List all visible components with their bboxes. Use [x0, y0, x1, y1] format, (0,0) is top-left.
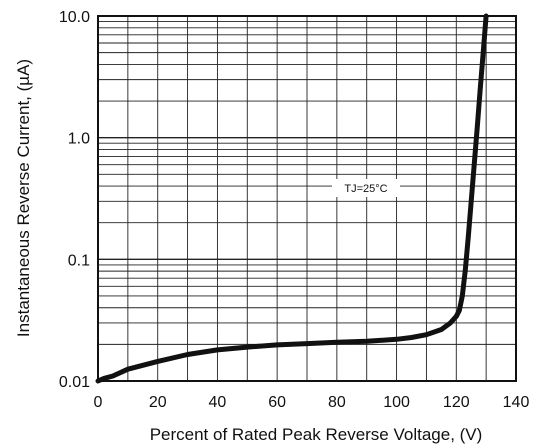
x-tick-label: 80 [328, 394, 346, 411]
annotation-temperature: TJ=25°C [344, 183, 387, 195]
x-tick-label: 0 [94, 394, 103, 411]
plot-frame [97, 15, 517, 382]
x-axis-title: Percent of Rated Peak Reverse Voltage, (… [150, 425, 483, 444]
tick-labels: 0 20 40 60 80 100 120 140 10.0 1.0 0.1 0.01 [59, 9, 530, 411]
y-tick-label: 10.0 [59, 9, 90, 26]
grid-lines [98, 16, 516, 381]
x-tick-label: 120 [443, 394, 470, 411]
x-tick-label: 40 [209, 394, 227, 411]
x-tick-label: 100 [383, 394, 410, 411]
y-tick-label: 0.01 [59, 374, 90, 391]
x-tick-label: 60 [268, 394, 286, 411]
x-tick-label: 140 [503, 394, 530, 411]
y-tick-label: 0.1 [68, 252, 90, 269]
y-tick-label: 1.0 [68, 131, 90, 148]
y-axis-title: Instantaneous Reverse Current, (µA) [14, 59, 33, 337]
annotation-box: TJ=25°C [332, 179, 400, 197]
x-tick-label: 20 [149, 394, 167, 411]
series-line-reverse-current [95, 13, 489, 384]
